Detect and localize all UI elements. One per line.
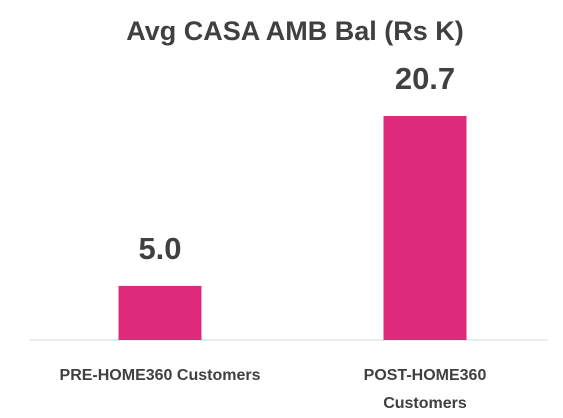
- value-label: 20.7: [395, 61, 455, 96]
- x-tick-label: POST-HOME360 Customers: [363, 367, 487, 412]
- bar: [383, 116, 467, 340]
- value-label: 5.0: [138, 231, 181, 266]
- chart-title: Avg CASA AMB Bal (Rs K): [126, 16, 464, 46]
- bar: [118, 285, 202, 340]
- x-tick-label: PRE-HOME360 Customers: [59, 367, 261, 384]
